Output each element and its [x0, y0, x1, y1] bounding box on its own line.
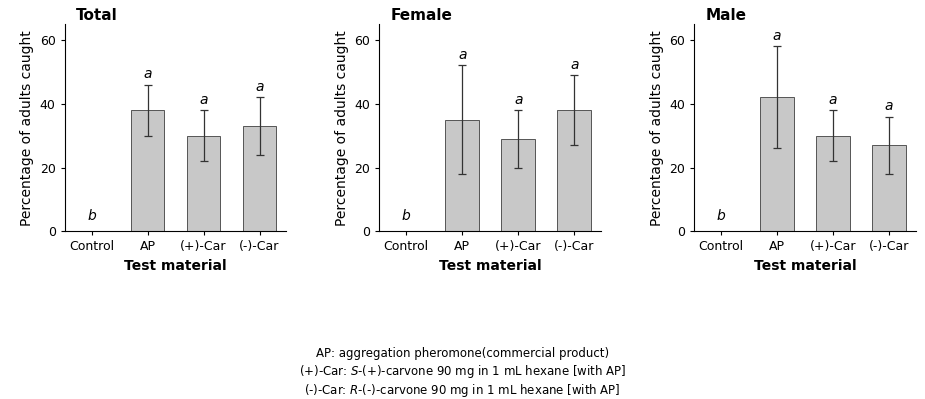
Text: AP: aggregation pheromone(commercial product)
(+)-Car: $S$-(+)-carvone 90 mg in : AP: aggregation pheromone(commercial pro… — [299, 347, 626, 399]
Bar — [130, 110, 165, 231]
Text: a: a — [255, 80, 264, 94]
Bar — [558, 110, 591, 231]
Bar — [872, 145, 906, 231]
Text: b: b — [717, 209, 725, 223]
Text: b: b — [402, 209, 411, 223]
X-axis label: Test material: Test material — [439, 259, 541, 273]
Y-axis label: Percentage of adults caught: Percentage of adults caught — [20, 30, 34, 225]
Text: Female: Female — [390, 8, 452, 23]
X-axis label: Test material: Test material — [124, 259, 227, 273]
Text: a: a — [143, 67, 152, 81]
Text: a: a — [514, 93, 523, 107]
Text: b: b — [87, 209, 96, 223]
Y-axis label: Percentage of adults caught: Percentage of adults caught — [649, 30, 663, 225]
Text: Male: Male — [705, 8, 746, 23]
Bar — [446, 120, 479, 231]
Bar — [501, 139, 535, 231]
Text: Total: Total — [76, 8, 117, 23]
Text: a: a — [199, 93, 208, 107]
Text: a: a — [884, 99, 894, 113]
X-axis label: Test material: Test material — [754, 259, 857, 273]
Text: a: a — [458, 48, 466, 62]
Text: a: a — [570, 58, 578, 72]
Y-axis label: Percentage of adults caught: Percentage of adults caught — [335, 30, 349, 225]
Bar — [760, 97, 794, 231]
Bar — [242, 126, 277, 231]
Text: a: a — [829, 93, 837, 107]
Bar — [816, 136, 850, 231]
Text: a: a — [772, 29, 782, 43]
Bar — [187, 136, 220, 231]
